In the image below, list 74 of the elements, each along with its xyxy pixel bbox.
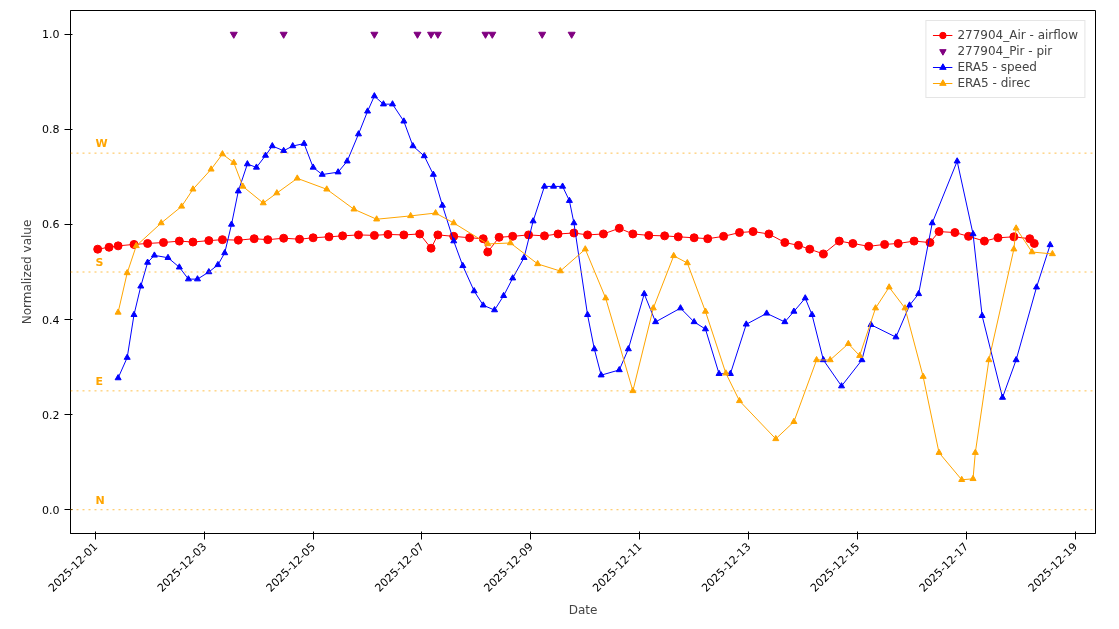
point — [813, 355, 821, 363]
y-tick-label: 0.6 — [42, 218, 60, 232]
point — [350, 205, 358, 212]
point — [885, 283, 893, 290]
point — [239, 182, 247, 189]
y-tick-label: 0.4 — [42, 313, 60, 327]
y-tick-label: 1.0 — [42, 28, 60, 42]
point — [629, 386, 637, 394]
point — [958, 475, 966, 483]
point — [293, 174, 301, 181]
point — [985, 355, 993, 363]
point — [229, 31, 238, 39]
point — [432, 209, 440, 216]
point — [567, 31, 576, 39]
point — [189, 185, 197, 192]
point — [407, 211, 415, 219]
legend-label: ERA5 - direc — [957, 75, 1031, 91]
point — [114, 308, 122, 315]
ref-line-label: N — [95, 493, 105, 507]
point — [450, 219, 458, 226]
point — [1048, 249, 1056, 257]
ref-line-label: E — [95, 374, 104, 388]
point — [1012, 224, 1020, 231]
point — [123, 268, 131, 276]
point — [488, 31, 497, 39]
point — [273, 189, 281, 196]
point — [1028, 248, 1036, 255]
ref-line-label: S — [95, 256, 104, 269]
legend-label: 277904_Pir - pir — [957, 43, 1053, 59]
point — [433, 31, 442, 39]
point — [735, 396, 743, 404]
point — [279, 31, 288, 39]
ref-line-label: W — [95, 137, 108, 151]
y-axis-title: Normalized value — [20, 219, 35, 325]
point — [178, 202, 186, 209]
point — [935, 448, 943, 455]
y-tick-label: 0.8 — [42, 123, 60, 137]
point — [427, 31, 436, 39]
point — [413, 31, 422, 39]
point — [602, 294, 610, 301]
point — [506, 239, 514, 246]
point — [370, 31, 379, 39]
point — [971, 448, 979, 455]
point — [157, 219, 165, 226]
point — [772, 434, 780, 442]
y-tick-label: 0.0 — [42, 503, 60, 517]
point — [207, 165, 215, 172]
point — [581, 245, 589, 252]
point — [872, 304, 880, 311]
point — [901, 304, 909, 311]
point — [1010, 245, 1018, 252]
legend-label: 277904_Air - airflow — [957, 27, 1078, 43]
point — [790, 417, 798, 424]
point — [649, 304, 657, 311]
point — [323, 185, 331, 192]
point — [534, 259, 542, 267]
point — [373, 215, 381, 222]
point — [683, 259, 691, 266]
y-tick-label: 0.2 — [42, 408, 60, 422]
point — [701, 307, 709, 314]
point — [259, 199, 267, 206]
point — [538, 31, 547, 39]
point — [722, 369, 730, 376]
x-axis-title: Date — [568, 603, 598, 618]
point — [826, 355, 834, 363]
point — [670, 251, 678, 259]
point — [484, 239, 492, 247]
point — [919, 372, 927, 379]
point — [481, 31, 490, 39]
point — [230, 158, 238, 165]
point — [844, 339, 852, 347]
legend-label: ERA5 - speed — [957, 59, 1037, 75]
point — [856, 351, 864, 358]
point — [969, 474, 977, 482]
